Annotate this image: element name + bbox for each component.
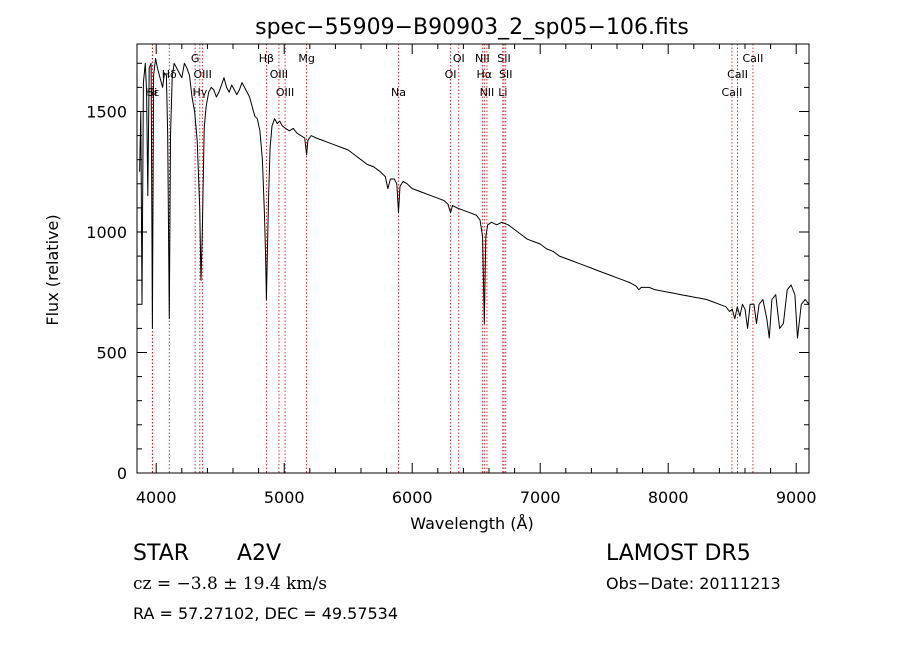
marker-label: Li [498,86,507,99]
x-tick-label: 8000 [648,488,689,507]
y-tick-label: 1000 [86,223,127,242]
marker-label: NII [475,52,490,65]
x-tick-label: 9000 [776,488,817,507]
marker-label: OIII [193,68,211,81]
y-tick-label: 1500 [86,102,127,121]
marker-label: Na [391,86,406,99]
marker-label: SII [499,68,512,81]
x-tick-label: 4000 [136,488,177,507]
marker-label: CaII [721,86,742,99]
object-class: STAR [133,541,190,566]
marker-label: OI [445,68,457,81]
axis-ticks: 4000 5000 6000 7000 8000 9000 0 500 1000 1500 [86,44,817,507]
x-tick-label: 7000 [520,488,561,507]
plot-frame [136,43,810,474]
marker-label: CaII [727,68,748,81]
x-tick-label: 5000 [264,488,305,507]
marker-label: OIII [276,86,294,99]
object-subclass: A2V [237,541,282,566]
marker-label: Hβ [259,52,274,65]
marker-label: G [191,52,200,65]
x-axis-label: Wavelength (Å) [410,514,533,533]
redshift-velocity: cz = −3.8 ± 19.4 km/s [133,574,327,594]
marker-label: OIII [270,68,288,81]
y-axis-label: Flux (relative) [43,214,62,325]
marker-label: Si [147,86,157,99]
y-tick-label: 500 [96,343,127,362]
coordinates: RA = 57.27102, DEC = 49.57534 [133,604,399,623]
marker-label: Hγ [192,86,207,99]
spectrum-line [139,58,810,339]
marker-label: Hα [476,68,492,81]
marker-label: NII [480,86,495,99]
chart-title: spec−55909−B90903_2_sp05−106.fits [255,15,689,40]
marker-label: SII [497,52,510,65]
marker-label: OI [453,52,465,65]
spectrum-series [139,58,810,339]
observation-date: Obs−Date: 20111213 [606,574,781,593]
marker-label: CaII [742,52,763,65]
marker-label: Mg [298,52,314,65]
survey-name: LAMOST DR5 [606,541,751,566]
y-tick-label: 0 [117,464,127,483]
x-tick-label: 6000 [392,488,433,507]
